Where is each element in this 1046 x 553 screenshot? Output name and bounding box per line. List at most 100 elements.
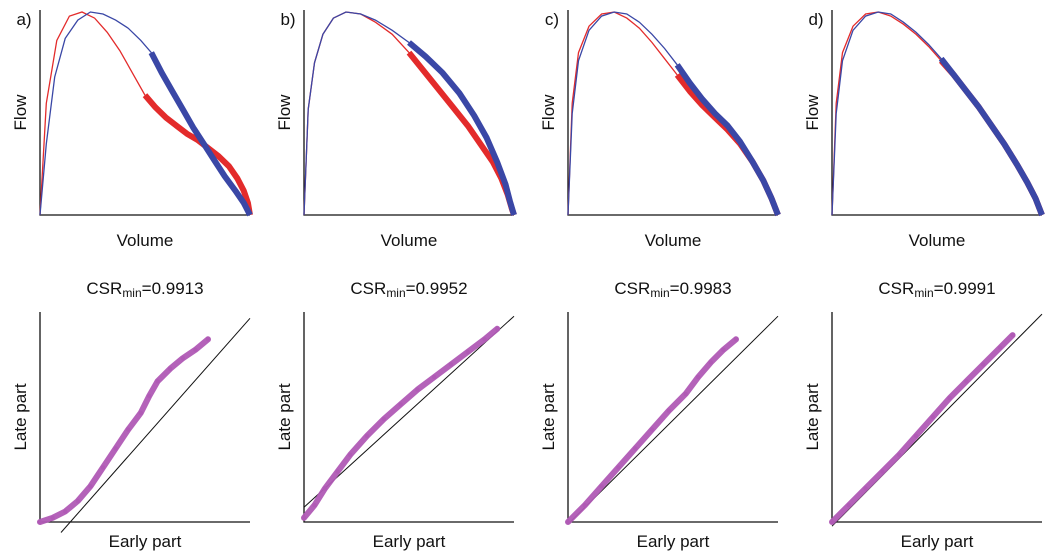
scatter-point [863,486,868,491]
scatter-point [381,416,386,422]
scatter-point [50,515,55,520]
early-late-panel-a [37,312,251,533]
red-curve-thin [831,11,1043,216]
x-axis-title: Volume [645,231,702,250]
csr-label-d: CSRmin=0.9991 [878,279,995,300]
csr-subscript: min [386,286,405,300]
y-axis-title: Late part [11,383,30,450]
scatter-trace [37,336,211,525]
flow-volume-panel-a [39,10,253,217]
y-axis-title: Flow [803,94,822,131]
csr-subscript: min [650,286,669,300]
scatter-point [205,337,211,342]
scatter-point [683,391,688,397]
y-axis-title: Flow [539,94,558,131]
scatter-point [981,362,986,367]
blue-curve-thick [674,63,781,217]
x-axis-title: Volume [381,231,438,250]
axis-lines [39,10,250,216]
scatter-point [126,427,131,432]
scatter-point [348,452,353,457]
scatter-point [633,446,638,451]
scatter-point [168,366,173,371]
flow-volume-panel-c [567,10,781,217]
panel-letter-a: a) [16,10,31,29]
scatter-point [113,446,118,451]
axis-lines [831,10,1042,216]
scatter-point [75,498,81,504]
red-curve-thick [674,73,781,217]
scatter-point [880,469,885,474]
blue-curve-thick [938,56,1045,217]
identity-line [60,317,251,533]
scatter-point [708,360,713,365]
scatter-point [947,395,952,401]
scatter-point [364,433,370,439]
flow-volume-panel-b [303,10,517,216]
scatter-point [62,509,68,514]
csr-value: =0.9913 [142,279,204,298]
axis-lines [303,10,514,216]
y-axis-title: Flow [275,94,294,131]
y-axis-title: Late part [275,383,294,450]
scatter-trace [829,332,1016,525]
scatter-point [448,362,454,367]
scatter-point [616,465,621,470]
scatter-point [88,484,93,489]
csr-value: =0.9952 [406,279,468,298]
scatter-point [733,337,739,342]
csr-prefix: CSR [86,279,122,298]
scatter-point [666,408,671,413]
csr-prefix: CSR [350,279,386,298]
scatter-point [398,402,403,407]
scatter-point [37,519,43,525]
scatter-point [465,349,470,355]
identity-line [303,315,515,508]
scatter-point [193,347,198,352]
chart-marks [37,10,1045,533]
x-axis-title: Early part [637,532,710,551]
blue-curve-thin [39,11,251,216]
blue-curve-thick [407,40,517,216]
scatter-point [432,374,437,380]
scatter-point [335,469,340,474]
csr-subscript: min [122,286,141,300]
x-axis-title: Early part [901,532,974,551]
blue-curve-thin [303,11,515,216]
chart-labels: a) Flow Volume b) Flow Volume c) Flow Volume d) Fl… [11,10,996,551]
early-late-panel-c [565,312,779,525]
scatter-point [565,519,571,525]
csr-label-b: CSRmin=0.9952 [350,279,467,300]
scatter-point [322,486,328,491]
scatter-point [846,503,851,508]
scatter-point [582,503,587,508]
csr-prefix: CSR [614,279,650,298]
blue-curve-thin [831,11,1043,216]
early-late-panel-d [829,312,1043,527]
red-curve-thick [938,58,1045,217]
scatter-point [696,374,701,380]
csr-label-a: CSRmin=0.9913 [86,279,203,300]
axis-lines [39,312,250,523]
csr-prefix: CSR [878,279,914,298]
panel-letter-d: d) [808,10,823,29]
scatter-point [649,427,655,432]
axis-lines [567,10,778,216]
scatter-point [721,347,726,352]
flow-volume-panel-d [831,10,1045,217]
x-axis-title: Volume [909,231,966,250]
scatter-point [415,387,420,392]
scatter-point [829,519,835,525]
scatter-trace [565,336,739,525]
identity-line [567,315,779,525]
panel-letter-b: b) [280,10,295,29]
scatter-point [138,410,143,415]
scatter-point [180,356,185,361]
csr-value: =0.9991 [934,279,996,298]
csr-label-c: CSRmin=0.9983 [614,279,731,300]
scatter-point [147,393,152,399]
x-axis-title: Volume [117,231,174,250]
scatter-point [100,465,106,470]
red-curve-thin [567,11,779,216]
